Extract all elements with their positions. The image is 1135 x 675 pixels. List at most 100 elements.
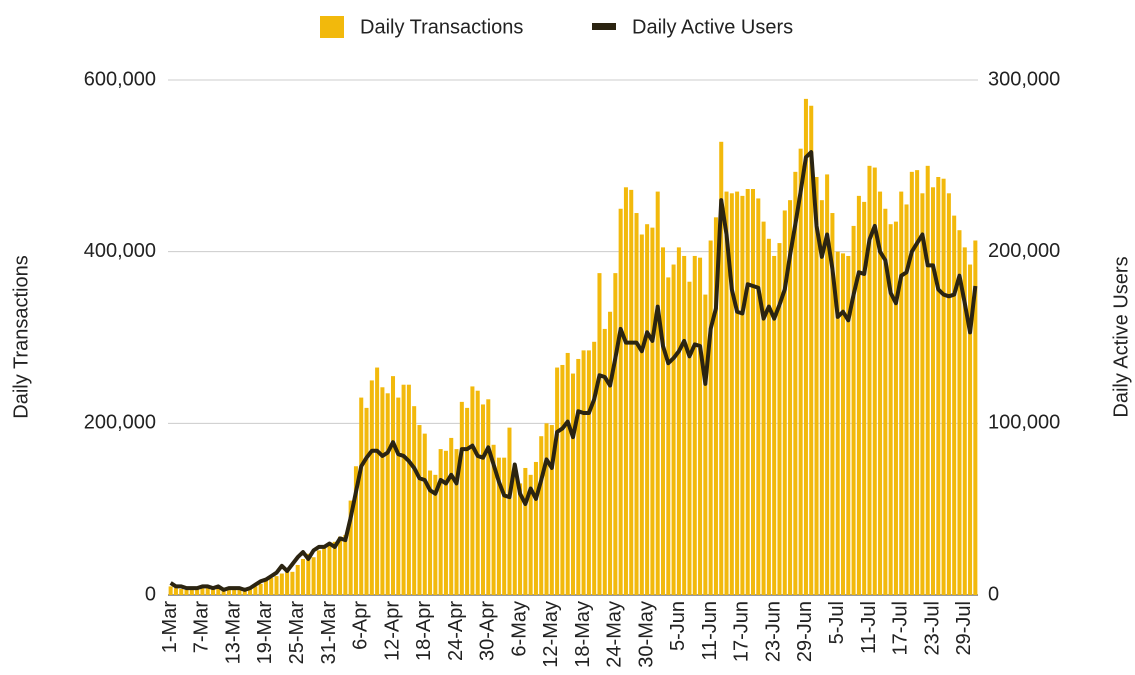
- bar: [438, 449, 443, 595]
- bar: [565, 352, 570, 595]
- bar: [428, 470, 433, 595]
- bar: [189, 589, 194, 595]
- bar: [507, 427, 512, 595]
- bar: [814, 176, 819, 595]
- bar: [909, 171, 914, 595]
- bar: [613, 273, 618, 595]
- bar: [242, 589, 247, 595]
- bar: [576, 358, 581, 595]
- bar: [957, 230, 962, 596]
- bar: [883, 208, 888, 595]
- bar: [666, 277, 671, 595]
- bar: [454, 449, 459, 595]
- bar: [555, 367, 560, 595]
- bar: [390, 376, 396, 595]
- x-tick-label: 30-Apr: [477, 601, 499, 661]
- bar: [237, 588, 242, 595]
- y2-tick-label: 200,000: [988, 240, 1060, 262]
- bar: [793, 171, 798, 595]
- x-tick-label: 5-Jul: [826, 601, 848, 644]
- bar: [856, 195, 861, 595]
- bar: [316, 550, 321, 595]
- bar: [581, 350, 586, 595]
- bar: [925, 165, 930, 596]
- x-tick-label: 31-Mar: [318, 601, 340, 665]
- bar: [274, 576, 279, 595]
- bar: [396, 397, 401, 595]
- bar: [449, 437, 454, 595]
- bar: [952, 215, 957, 595]
- bar: [322, 545, 327, 595]
- bar: [475, 390, 480, 595]
- x-tick-label: 7-Mar: [191, 601, 213, 654]
- bar: [946, 193, 951, 596]
- bar: [629, 189, 634, 595]
- x-tick-label: 12-May: [540, 601, 562, 668]
- bar: [893, 221, 898, 595]
- bar: [586, 350, 591, 595]
- bar: [687, 281, 692, 595]
- bar: [904, 204, 909, 596]
- bar: [290, 571, 295, 595]
- bar: [512, 470, 517, 595]
- bar: [936, 176, 941, 595]
- bar: [518, 483, 523, 595]
- bar: [729, 193, 734, 596]
- bar: [523, 467, 528, 595]
- bar: [735, 191, 740, 596]
- bar: [470, 386, 475, 595]
- bar: [285, 569, 290, 595]
- x-tick-label: 29-Jun: [794, 601, 816, 662]
- bar: [825, 174, 830, 595]
- x-tick-label: 5-Jun: [667, 601, 689, 651]
- y-tick-label: 200,000: [84, 412, 156, 434]
- bar: [930, 187, 936, 595]
- bar: [777, 243, 782, 596]
- bar: [210, 588, 216, 595]
- legend-swatch: [592, 23, 616, 30]
- legend-swatch: [320, 16, 344, 38]
- bar: [226, 589, 231, 595]
- bar: [708, 240, 713, 595]
- x-tick-label: 6-Apr: [350, 601, 372, 650]
- bar: [496, 457, 501, 595]
- bar: [443, 450, 448, 595]
- bar: [878, 191, 883, 596]
- y-tick-label: 0: [145, 583, 156, 605]
- bar: [406, 384, 411, 595]
- bar: [369, 380, 374, 595]
- x-tick-label: 17-Jul: [890, 601, 912, 655]
- bar: [915, 170, 920, 595]
- bar: [539, 436, 544, 595]
- bar: [533, 461, 538, 595]
- bar: [819, 200, 824, 595]
- bar: [338, 536, 343, 595]
- bar: [645, 224, 650, 595]
- bar: [851, 225, 856, 595]
- x-tick-label: 18-Apr: [413, 601, 435, 661]
- bar: [385, 393, 390, 595]
- bar: [570, 373, 576, 595]
- bar: [830, 213, 835, 595]
- bar: [258, 583, 263, 595]
- y2-tick-label: 300,000: [988, 68, 1060, 90]
- bar: [253, 586, 258, 595]
- bar: [549, 425, 554, 595]
- y-tick-label: 600,000: [84, 68, 156, 90]
- x-tick-label: 19-Mar: [254, 601, 276, 665]
- bar: [528, 474, 533, 595]
- bar: [168, 586, 173, 595]
- x-tick-label: 29-Jul: [953, 601, 975, 655]
- bar: [660, 247, 666, 595]
- line: [169, 150, 978, 592]
- x-tick-label: 25-Mar: [286, 601, 308, 665]
- legend-label: Daily Transactions: [360, 16, 523, 38]
- y-axis-label: Daily Transactions: [10, 255, 32, 418]
- bar: [650, 227, 655, 595]
- bar: [480, 404, 486, 595]
- bar: [761, 221, 766, 595]
- bar: [809, 105, 814, 595]
- bar: [724, 191, 729, 596]
- bar: [766, 238, 771, 595]
